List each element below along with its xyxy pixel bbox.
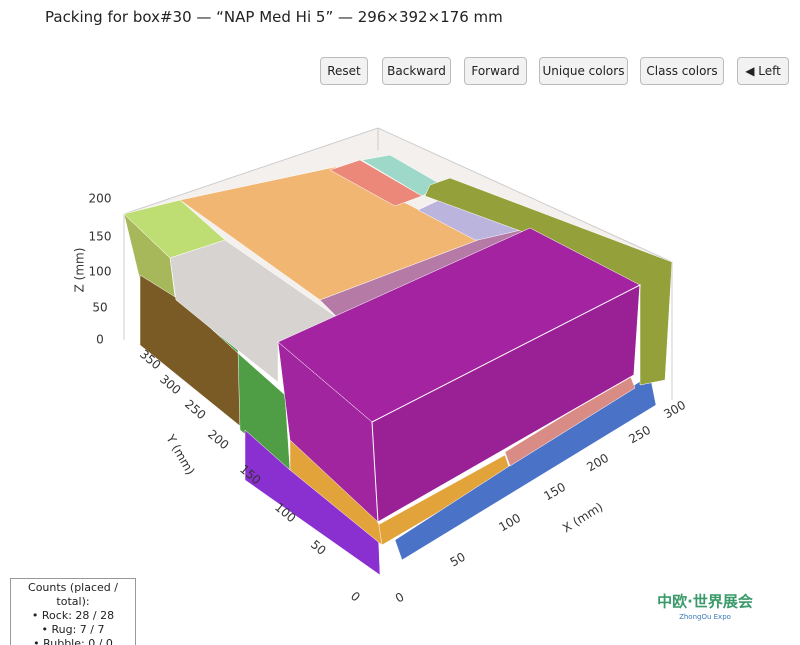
title: Packing for box#30 — “NAP Med Hi 5” — 29…	[45, 8, 503, 26]
x-tick-label: 50	[448, 550, 468, 570]
x-tick-label: 250	[626, 423, 653, 447]
legend-text: Rubble: 0 / 0	[43, 637, 113, 645]
legend-text: Rock: 28 / 28	[41, 609, 115, 622]
y-axis-label: Y (mm)	[163, 431, 198, 477]
button[interactable]: Backward	[382, 57, 451, 85]
y-tick-label: 0	[348, 589, 363, 605]
legend-item: • Rock: 28 / 28	[11, 609, 135, 623]
x-tick-label: 100	[496, 511, 523, 535]
x-tick-label: 300	[661, 398, 688, 422]
y-tick-label: 50	[308, 537, 329, 558]
x-tick-label: 150	[541, 480, 568, 504]
z-axis-label: Z (mm)	[73, 248, 87, 293]
x-tick-label: 0	[393, 590, 407, 606]
bullet: •	[33, 637, 44, 645]
z-tick-label: 100	[89, 265, 112, 279]
button[interactable]: Unique colors	[539, 57, 628, 85]
watermark-subtitle: ZhongOu Expo	[679, 613, 731, 621]
button[interactable]: Reset	[320, 57, 368, 85]
button[interactable]: ◀ Left	[737, 57, 789, 85]
legend-text: Rug: 7 / 7	[51, 623, 105, 636]
bullet: •	[31, 609, 42, 622]
button[interactable]: Class colors	[640, 57, 724, 85]
x-axis-label: X (mm)	[560, 500, 605, 536]
z-tick-label: 150	[89, 230, 112, 244]
z-tick-label: 0	[96, 333, 104, 347]
bullet: •	[41, 623, 52, 636]
legend-items: • Rock: 28 / 28 • Rug: 7 / 7 • Rubble: 0 /…	[11, 609, 135, 645]
legend-title: Counts (placed / total):	[28, 581, 118, 608]
watermark: 中欧·世界展会	[657, 593, 753, 611]
y-tick-label: 250	[182, 397, 209, 422]
z-tick-label: 200	[89, 192, 112, 206]
legend-item: • Rubble: 0 / 0	[11, 637, 135, 645]
z-tick-label: 50	[92, 301, 107, 315]
legend: Counts (placed / total): • Rock: 28 / 28…	[10, 578, 136, 645]
packed-items	[123, 154, 673, 576]
x-tick-label: 200	[584, 451, 611, 475]
button[interactable]: Forward	[464, 57, 527, 85]
legend-item: • Rug: 7 / 7	[11, 623, 135, 637]
y-tick-label: 200	[205, 427, 232, 452]
